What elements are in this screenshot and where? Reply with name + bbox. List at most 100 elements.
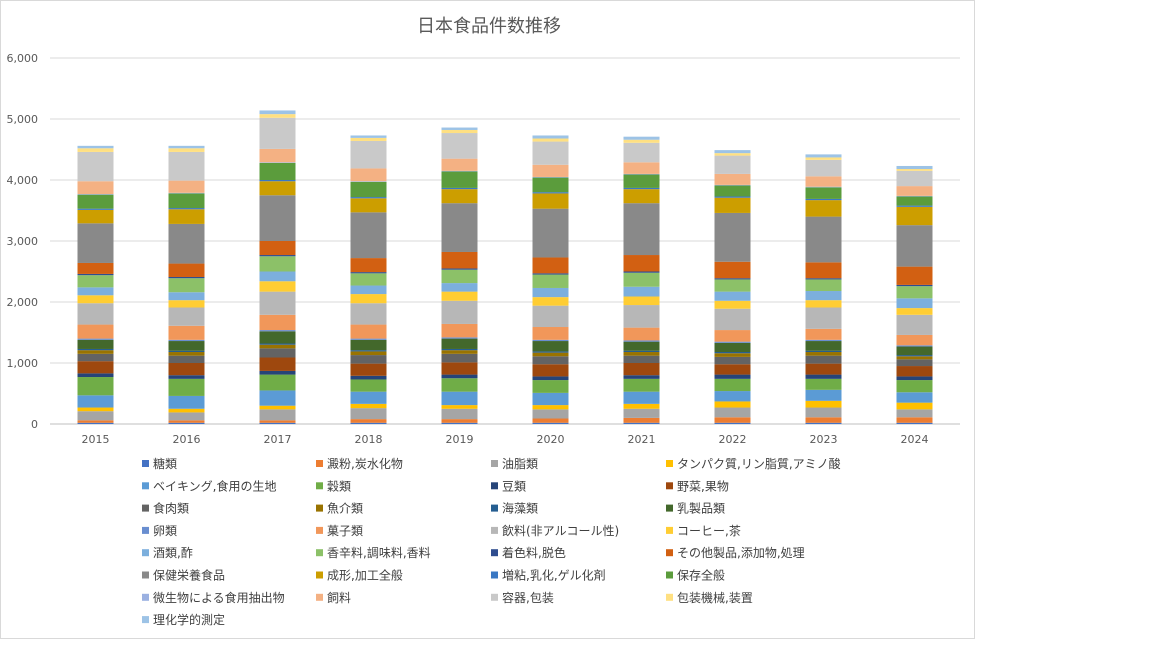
bar-segment [623, 350, 660, 353]
legend-label: 保健栄養食品 [153, 568, 225, 583]
bar-segment [77, 377, 114, 396]
bar-segment [896, 346, 933, 356]
bar-segment [77, 407, 114, 412]
bar-segment [259, 344, 296, 349]
bar-segment [623, 327, 660, 341]
bar-segment [441, 171, 478, 188]
bar-segment [441, 129, 478, 134]
bar-segment [259, 162, 296, 180]
bar-segment [441, 419, 478, 423]
bar-segment [259, 405, 296, 410]
bar-segment [896, 170, 933, 187]
bar-segment [532, 192, 569, 194]
bar-segment [77, 151, 114, 182]
bar-segment [714, 353, 751, 357]
bar-segment [532, 273, 569, 275]
x-tick-label: 2020 [537, 433, 565, 446]
bar-segment [168, 151, 205, 181]
bar-segment [714, 378, 751, 392]
legend-label: 糖類 [153, 456, 177, 471]
bar-segment [805, 200, 842, 217]
legend-label: 油脂類 [502, 456, 538, 471]
bar-segment [896, 366, 933, 377]
x-tick-label: 2019 [446, 433, 474, 446]
legend-swatch [491, 482, 498, 490]
bar-segment [714, 261, 751, 279]
bar-segment [623, 272, 660, 287]
bar-segment [77, 194, 114, 209]
bar-segment [259, 241, 296, 256]
bar-segment [350, 391, 387, 404]
legend-label: 澱粉,炭水化物 [327, 457, 403, 471]
legend-label: 魚介類 [327, 502, 363, 516]
bar-segment [805, 400, 842, 408]
bar-segment [259, 114, 296, 118]
bar-segment [623, 417, 660, 423]
bar-segment [168, 339, 205, 342]
bar-segment [623, 173, 660, 175]
bar-segment [350, 137, 387, 141]
bar-segment [350, 294, 387, 304]
legend-label: 酒類,酢 [153, 545, 193, 560]
bar-segment [350, 303, 387, 325]
bar-segment [714, 196, 751, 198]
legend-swatch [316, 504, 323, 512]
bar-segment [168, 300, 205, 308]
y-tick-label: 5,000 [7, 113, 39, 126]
bar-segment [623, 162, 660, 174]
legend-swatch [491, 460, 498, 467]
bar-segment [259, 343, 296, 345]
bar-segment [623, 375, 660, 379]
x-tick-label: 2021 [628, 433, 656, 446]
legend-swatch [666, 549, 673, 557]
bar-segment [350, 324, 387, 339]
bar-segment [441, 291, 478, 301]
y-tick-label: 3,000 [7, 235, 39, 248]
y-tick-label: 2,000 [7, 296, 39, 309]
bar-segment [896, 298, 933, 309]
bar-segment [168, 395, 205, 409]
bar-segment [714, 279, 751, 292]
legend-swatch [142, 616, 149, 624]
bar-segment [77, 287, 114, 296]
bar-segment [77, 395, 114, 408]
legend-label: 着色料,脱色 [502, 545, 566, 560]
bars [77, 110, 933, 424]
bar-segment [623, 408, 660, 418]
bar-segment [532, 208, 569, 258]
bar-segment [623, 305, 660, 328]
bar-segment [805, 159, 842, 177]
bar-segment [896, 308, 933, 315]
bar-segment [77, 339, 114, 349]
bar-segment [77, 324, 114, 339]
bar-segment [168, 292, 205, 301]
bar-segment [623, 391, 660, 404]
x-tick-label: 2017 [264, 433, 292, 446]
bar-segment [805, 307, 842, 329]
bar-segment [805, 187, 842, 199]
bar-segment [896, 225, 933, 267]
bar-segment [623, 187, 660, 190]
legend-label: コーヒー,茶 [677, 523, 741, 538]
bar-segment [896, 402, 933, 410]
y-tick-label: 0 [31, 418, 38, 431]
bar-segment [168, 378, 205, 396]
bar-segment [623, 352, 660, 356]
bar-segment [805, 341, 842, 351]
bar-segment [532, 297, 569, 306]
bar-segment [77, 194, 114, 195]
bar-segment [805, 407, 842, 418]
y-axis-ticks: 0 1,000 2,000 3,000 4,000 5,000 6,000 [7, 52, 39, 431]
bar-segment [714, 278, 751, 280]
bar-segment [441, 189, 478, 204]
bar-segment [805, 154, 842, 158]
bar-segment [714, 391, 751, 402]
bar-segment [896, 206, 933, 226]
bar-segment [77, 273, 114, 276]
bar-segment [532, 177, 569, 193]
legend-swatch [666, 504, 673, 512]
bar-segment [441, 187, 478, 190]
bar-segment [532, 405, 569, 410]
bar-segment [259, 291, 296, 315]
legend-swatch [142, 482, 149, 490]
